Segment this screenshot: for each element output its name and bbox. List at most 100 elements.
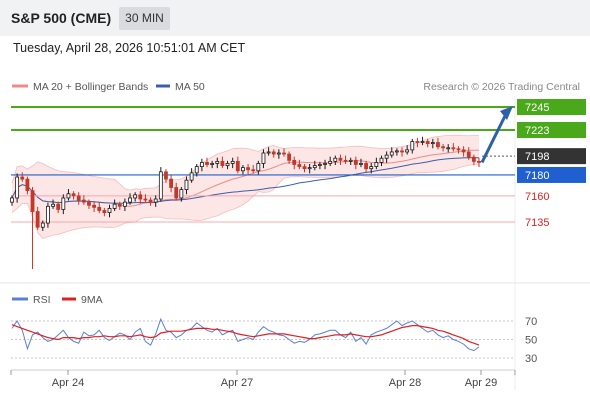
candle-body (312, 165, 317, 169)
candle-body (271, 151, 276, 155)
candle-body (307, 167, 312, 170)
x-tick-label: Apr 28 (389, 377, 421, 389)
level-label-7160: 7160 (525, 191, 549, 203)
rsi-9ma-line (11, 324, 480, 346)
candle-body (230, 160, 235, 164)
candle-body (20, 176, 25, 180)
candle-body (199, 162, 204, 167)
candle-body (302, 166, 307, 170)
candle-body (477, 160, 481, 163)
candle-body (210, 163, 215, 165)
candle-body (158, 171, 163, 200)
candle-body (456, 148, 461, 151)
candle-body (266, 151, 271, 154)
candle-body (364, 163, 368, 170)
level-label-7223: 7223 (525, 125, 549, 137)
candle-body (10, 197, 14, 203)
legend-label-rsi: RSI (33, 294, 51, 306)
candle-body (461, 149, 466, 153)
candle-body (353, 159, 358, 165)
candle-body (379, 157, 384, 163)
level-label-7245: 7245 (525, 102, 549, 114)
candle-body (420, 141, 425, 143)
candle-body (251, 169, 256, 172)
candle-body (446, 147, 451, 150)
copyright-text: Research © 2026 Trading Central (423, 81, 580, 93)
candle-body (466, 151, 471, 158)
candle-body (225, 163, 230, 166)
candle-body (66, 193, 71, 199)
level-label-7135: 7135 (525, 217, 549, 229)
candle-body (179, 189, 184, 199)
candle-body (184, 179, 189, 190)
candle-body (369, 166, 374, 170)
candle-body (143, 198, 148, 201)
candle-body (297, 164, 302, 167)
level-tag-7245 (517, 99, 586, 115)
candle-body (282, 152, 286, 155)
candle-body (40, 222, 45, 228)
candle-body (117, 203, 122, 207)
candle-body (374, 162, 379, 167)
candle-body (405, 149, 410, 153)
candle-body (384, 154, 389, 159)
rsi-line (11, 317, 480, 352)
candle-body (153, 198, 158, 203)
candle-body (415, 141, 420, 143)
candle-body (56, 203, 61, 210)
candle-body (15, 176, 20, 199)
candle-body (246, 167, 250, 171)
candle-body (425, 141, 430, 144)
candle-body (235, 160, 240, 172)
forecast-arrow-head (500, 106, 513, 120)
legend-label-ma50: MA 50 (175, 81, 205, 93)
candle-body (174, 187, 179, 199)
candle-body (46, 205, 50, 224)
candle-body (102, 210, 107, 213)
candle-body (323, 163, 327, 165)
rsi-tick-70: 70 (525, 316, 537, 328)
candle-body (261, 152, 266, 164)
ma50-line (11, 157, 480, 204)
candle-body (328, 160, 333, 164)
legend-label-bollinger: MA 20 + Bollinger Bands (33, 81, 148, 93)
candle-body (318, 164, 322, 166)
candle-body (164, 171, 168, 180)
candle-body (81, 199, 86, 203)
candle-body (276, 152, 281, 155)
candle-body (471, 156, 476, 162)
candle-body (169, 178, 173, 188)
candle-body (194, 166, 199, 174)
candle-body (35, 211, 40, 228)
candle-body (148, 199, 153, 203)
interval-badge[interactable]: 30 MIN (119, 7, 170, 30)
bollinger-upper-line (11, 134, 479, 191)
bollinger-lower-line (11, 164, 479, 239)
candle-body (256, 163, 261, 172)
candle-body (343, 159, 348, 162)
x-tick-label: Apr 29 (465, 377, 497, 389)
candle-body (87, 201, 91, 206)
candle-body (410, 141, 415, 151)
timestamp: Tuesday, April 28, 2026 10:51:01 AM CET (13, 41, 246, 55)
candle-body (107, 208, 112, 213)
candle-body (215, 160, 220, 164)
instrument-title: S&P 500 (CME) (11, 10, 112, 26)
candle-body (128, 197, 132, 203)
candle-body (138, 194, 143, 200)
level-label-7180: 7180 (525, 170, 549, 182)
candle-body (400, 150, 404, 153)
candle-body (348, 159, 353, 162)
candle-body (71, 193, 76, 197)
candle-body (133, 194, 138, 199)
candle-body (61, 197, 66, 210)
candle-body (112, 203, 117, 209)
header-bar: S&P 500 (CME) 30 MIN (0, 0, 590, 36)
candle-body (333, 157, 338, 162)
candle-body (123, 201, 127, 207)
candle-body (241, 167, 245, 172)
forecast-arrow-shaft (480, 113, 508, 164)
candle-body (97, 206, 102, 211)
candle-body (430, 142, 435, 144)
